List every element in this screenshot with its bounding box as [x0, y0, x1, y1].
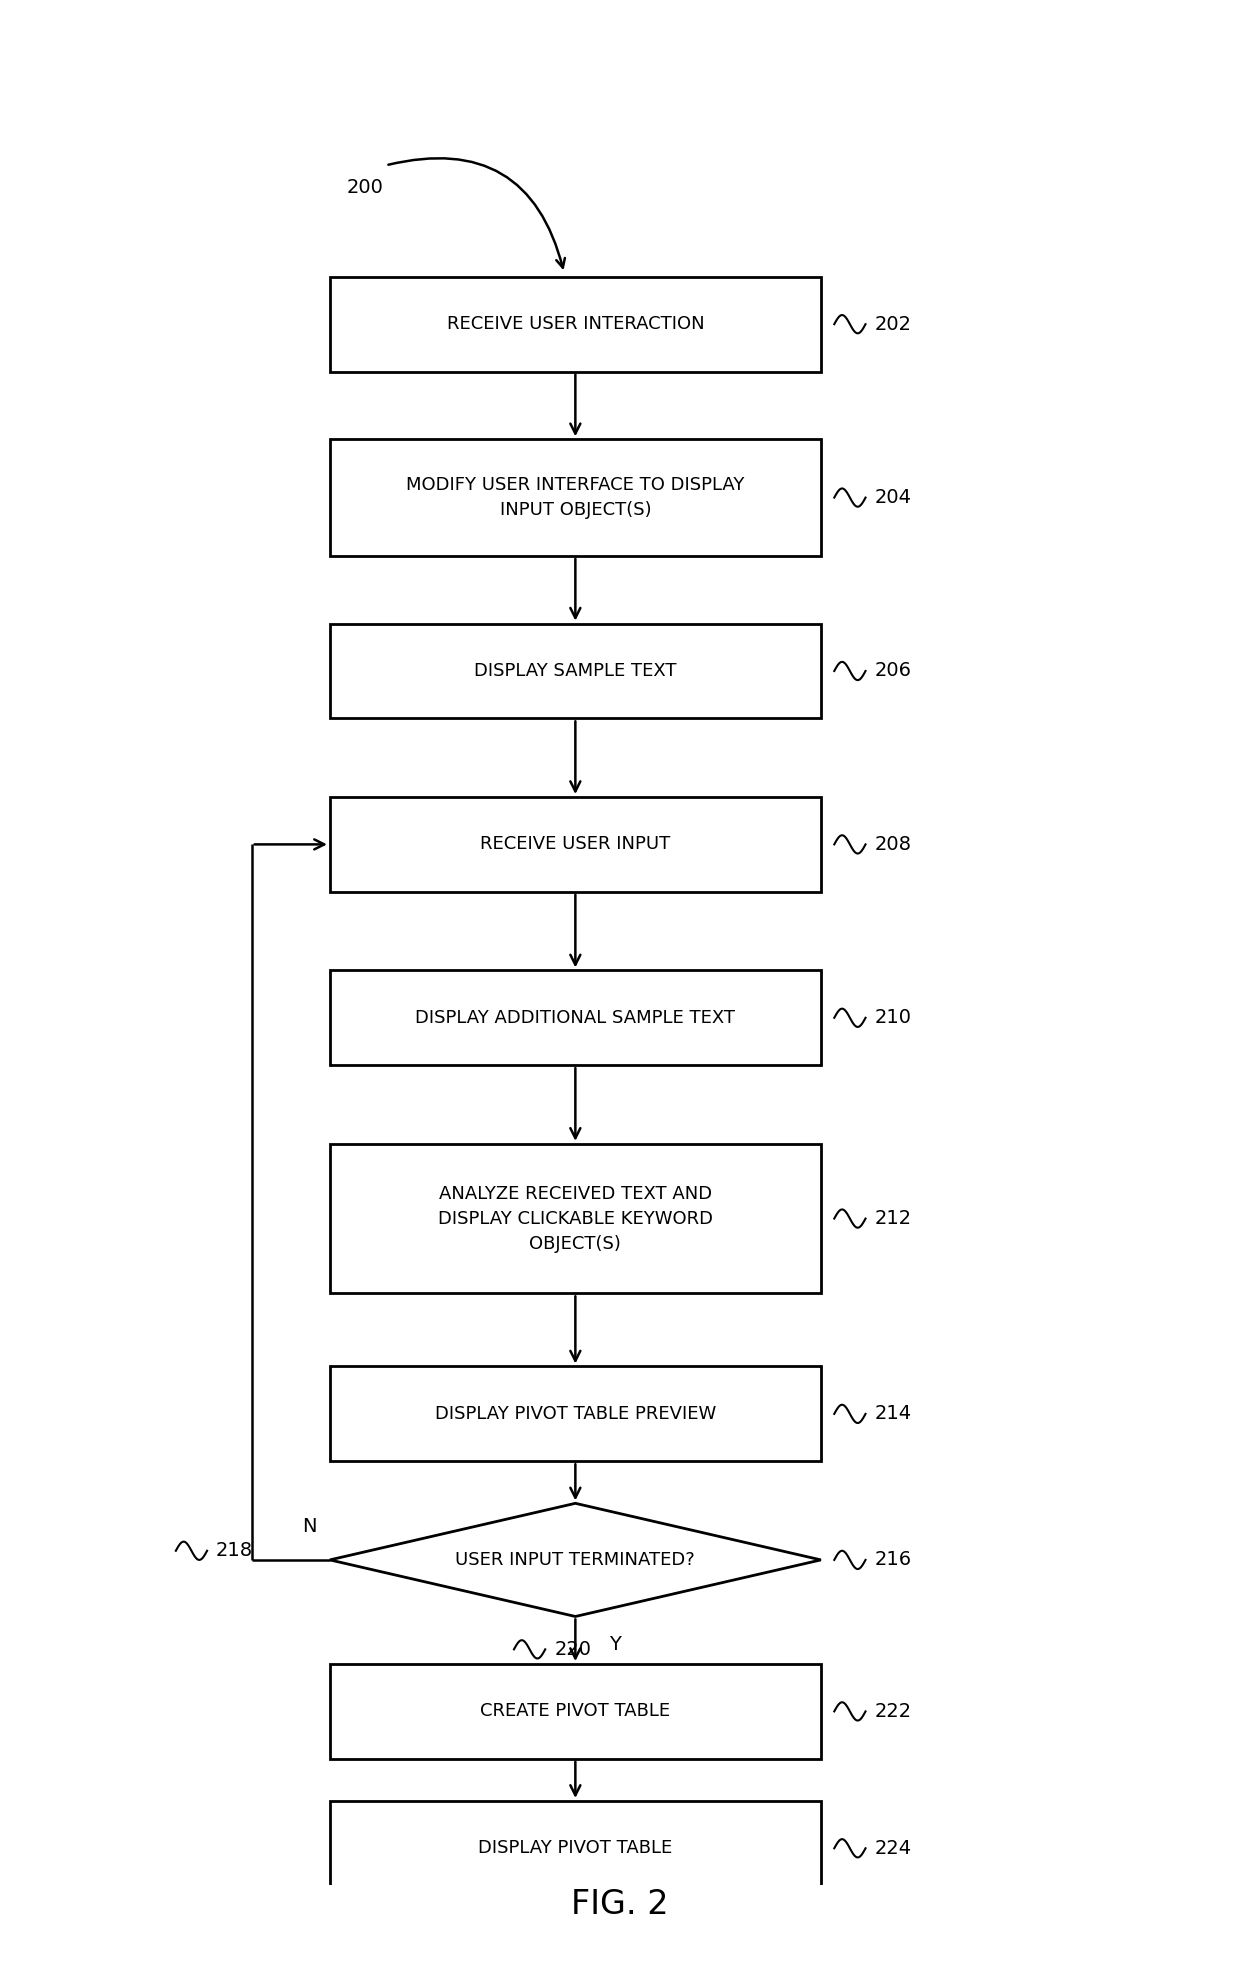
Text: 206: 206 — [874, 661, 911, 681]
Text: USER INPUT TERMINATED?: USER INPUT TERMINATED? — [455, 1551, 696, 1569]
Text: DISPLAY ADDITIONAL SAMPLE TEXT: DISPLAY ADDITIONAL SAMPLE TEXT — [415, 1008, 735, 1028]
Text: 212: 212 — [874, 1208, 911, 1228]
Text: 220: 220 — [554, 1641, 591, 1659]
Polygon shape — [330, 1504, 821, 1617]
FancyBboxPatch shape — [330, 1143, 821, 1294]
Text: 224: 224 — [874, 1839, 911, 1857]
FancyBboxPatch shape — [330, 798, 821, 893]
Text: ANALYZE RECEIVED TEXT AND
DISPLAY CLICKABLE KEYWORD
OBJECT(S): ANALYZE RECEIVED TEXT AND DISPLAY CLICKA… — [438, 1184, 713, 1252]
Text: 204: 204 — [874, 488, 911, 508]
Text: RECEIVE USER INPUT: RECEIVE USER INPUT — [480, 835, 671, 853]
Text: N: N — [303, 1518, 317, 1536]
Text: DISPLAY PIVOT TABLE PREVIEW: DISPLAY PIVOT TABLE PREVIEW — [435, 1405, 715, 1423]
Text: 216: 216 — [874, 1550, 911, 1569]
Text: 200: 200 — [346, 179, 383, 196]
FancyBboxPatch shape — [330, 276, 821, 371]
Text: 208: 208 — [874, 835, 911, 853]
FancyBboxPatch shape — [330, 623, 821, 718]
FancyBboxPatch shape — [330, 1665, 821, 1760]
Text: 210: 210 — [874, 1008, 911, 1028]
FancyBboxPatch shape — [330, 438, 821, 556]
Text: 218: 218 — [216, 1542, 253, 1559]
Text: RECEIVE USER INTERACTION: RECEIVE USER INTERACTION — [446, 315, 704, 333]
Text: DISPLAY PIVOT TABLE: DISPLAY PIVOT TABLE — [479, 1839, 672, 1857]
Text: CREATE PIVOT TABLE: CREATE PIVOT TABLE — [480, 1702, 671, 1720]
Text: FIG. 2: FIG. 2 — [572, 1889, 668, 1921]
Text: 202: 202 — [874, 315, 911, 333]
Text: MODIFY USER INTERFACE TO DISPLAY
INPUT OBJECT(S): MODIFY USER INTERFACE TO DISPLAY INPUT O… — [407, 476, 744, 520]
FancyBboxPatch shape — [330, 1801, 821, 1897]
Text: 214: 214 — [874, 1405, 911, 1423]
FancyBboxPatch shape — [330, 1367, 821, 1462]
FancyBboxPatch shape — [330, 970, 821, 1065]
Text: 222: 222 — [874, 1702, 911, 1720]
Text: DISPLAY SAMPLE TEXT: DISPLAY SAMPLE TEXT — [474, 663, 677, 681]
Text: Y: Y — [609, 1635, 621, 1655]
